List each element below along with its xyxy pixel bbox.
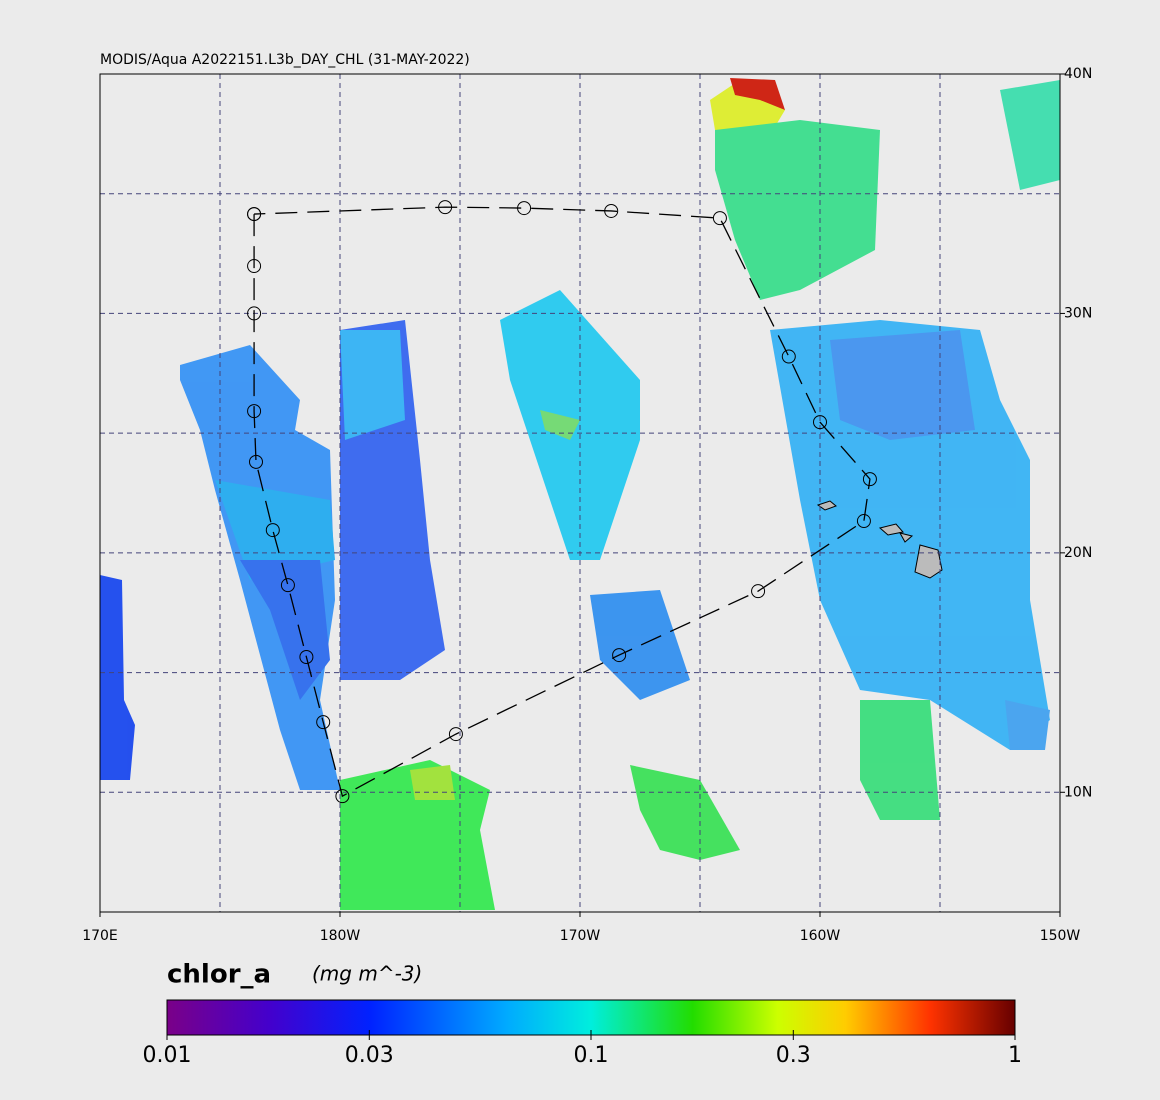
track-waypoint <box>280 578 295 593</box>
track-waypoint <box>813 415 827 430</box>
track-waypoint <box>781 349 796 364</box>
track-waypoint <box>247 259 262 274</box>
map-title: MODIS/Aqua A2022151.L3b_DAY_CHL (31-MAY-… <box>100 52 470 68</box>
track-waypoint <box>612 648 627 663</box>
colorbar-tick-label: 0.1 <box>574 1043 609 1068</box>
colorbar-label: chlor_a <box>167 960 271 990</box>
track-line <box>253 206 871 798</box>
track-waypoint <box>247 404 262 419</box>
lat-tick-label: 10N <box>1064 784 1092 800</box>
track-waypoint <box>856 514 871 529</box>
lat-tick-label: 30N <box>1064 305 1092 321</box>
colorbar <box>166 999 1016 1036</box>
track-waypoint <box>316 715 331 730</box>
lon-tick-label: 180W <box>320 928 361 944</box>
colorbar-units: (mg m^-3) <box>312 962 422 986</box>
map-axes: 170E 180W 170W 160W 150W 40N 30N 20N 10N <box>82 66 1092 944</box>
lat-tick-label: 40N <box>1064 66 1092 82</box>
colorbar-tick-label: 0.3 <box>776 1043 811 1068</box>
colorbar-tick-label: 0.03 <box>345 1043 394 1068</box>
track-waypoint <box>517 201 532 216</box>
track-waypoint <box>299 650 314 665</box>
track-waypoint <box>751 584 766 599</box>
track-waypoint <box>862 472 877 487</box>
lon-tick-label: 170E <box>82 928 118 944</box>
flight-track <box>247 200 877 804</box>
track-waypoint <box>247 207 262 222</box>
colorbar-tick-label: 0.01 <box>143 1043 192 1068</box>
lon-tick-label: 160W <box>800 928 841 944</box>
track-waypoint <box>247 306 262 321</box>
colorbar-tick-label: 1 <box>1008 1043 1022 1068</box>
track-waypoint <box>438 200 453 215</box>
track-waypoint <box>448 727 463 742</box>
lon-tick-label: 150W <box>1040 928 1081 944</box>
track-waypoint <box>249 454 263 469</box>
lon-tick-label: 170W <box>560 928 601 944</box>
track-waypoint <box>335 789 350 804</box>
track-waypoint <box>712 211 727 226</box>
track-waypoint <box>604 203 619 218</box>
chlorophyll-pixels <box>100 78 1060 910</box>
colorbar-ticks: 0.01 0.03 0.1 0.3 1 <box>143 1030 1022 1068</box>
track-waypoint <box>265 523 280 538</box>
graticule <box>100 74 1060 912</box>
lat-tick-label: 20N <box>1064 545 1092 561</box>
